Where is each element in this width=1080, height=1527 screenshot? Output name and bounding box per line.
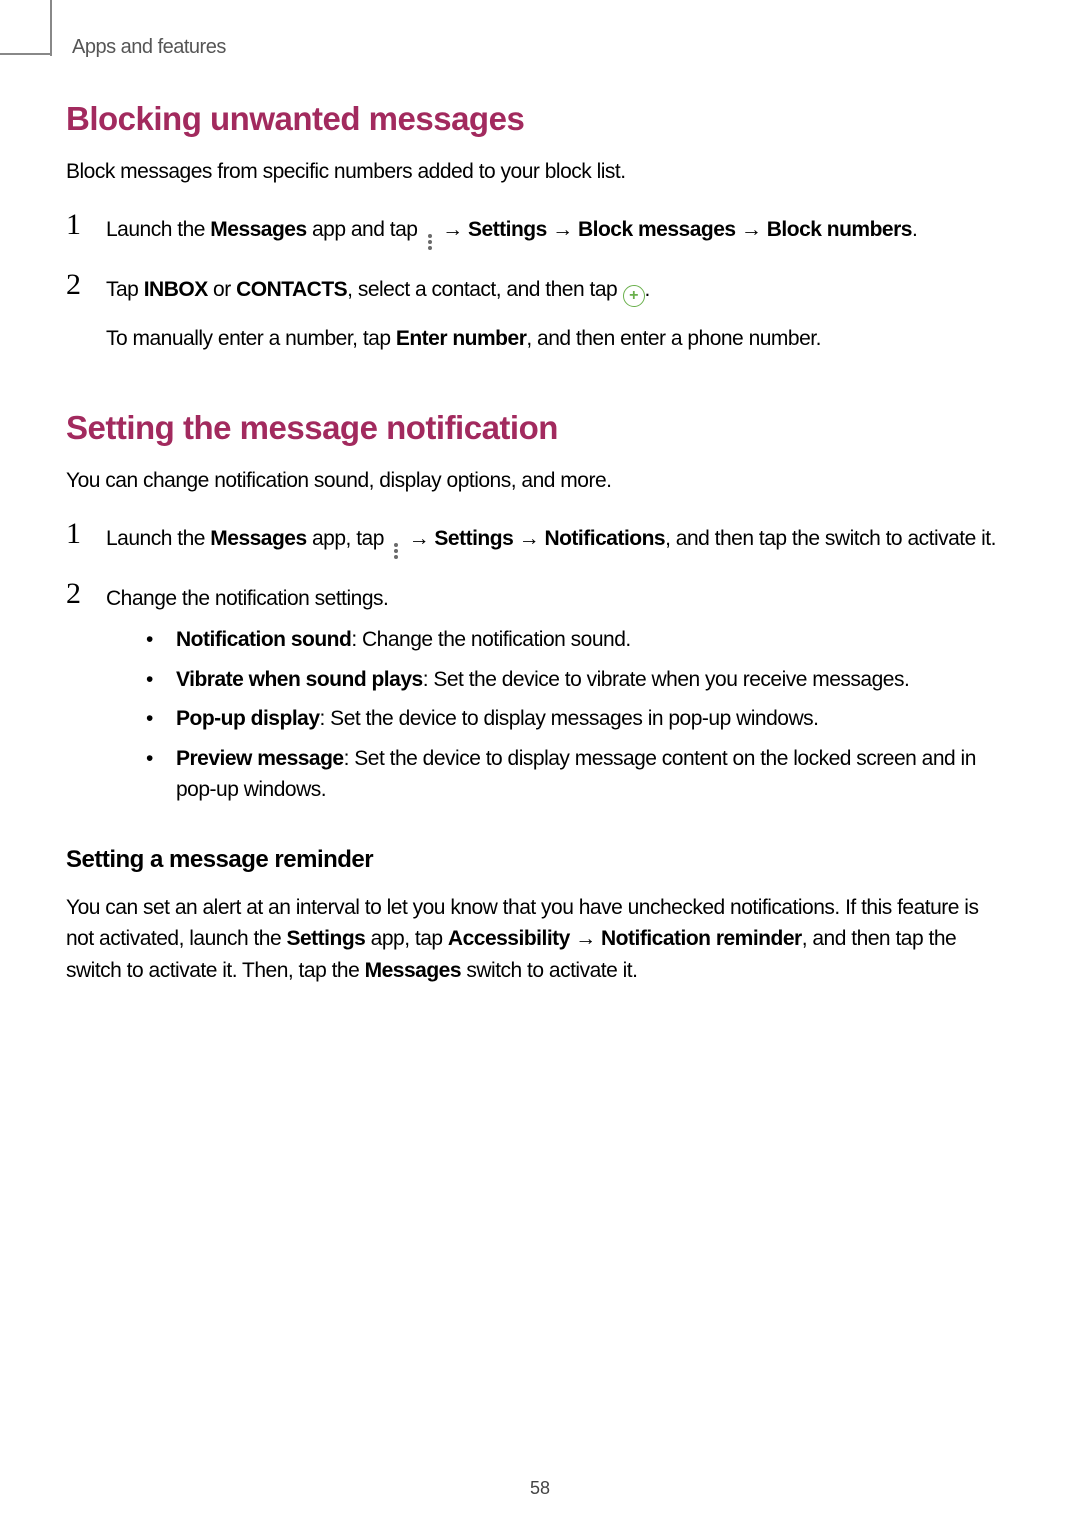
- bold-contacts: CONTACTS: [236, 278, 347, 301]
- bold-settings: Settings: [468, 218, 547, 241]
- bold-settings: Settings: [434, 527, 513, 550]
- section1-step2: 2 Tap INBOX or CONTACTS, select a contac…: [66, 270, 1011, 355]
- page-corner-mark-h: [0, 53, 50, 55]
- bold-settings: Settings: [287, 927, 366, 950]
- section1-intro: Block messages from specific numbers add…: [66, 160, 1011, 184]
- page-content: Blocking unwanted messages Block message…: [66, 100, 1011, 986]
- bullet-text: : Set the device to display messages in …: [320, 707, 819, 730]
- text: Tap: [106, 278, 144, 301]
- bullet-vibrate: •Vibrate when sound plays: Set the devic…: [146, 664, 1011, 696]
- arrow: →: [513, 527, 544, 550]
- bullet-bold: Vibrate when sound plays: [176, 668, 423, 691]
- page-corner-mark-v: [50, 0, 52, 56]
- step-body: Tap INBOX or CONTACTS, select a contact,…: [106, 270, 821, 355]
- bullet-text: : Change the notification sound.: [351, 628, 630, 651]
- more-icon: [391, 541, 401, 561]
- section2-step2: 2 Change the notification settings. •Not…: [66, 579, 1011, 814]
- breadcrumb: Apps and features: [72, 36, 226, 59]
- step-number: 1: [66, 210, 106, 252]
- step-body: Change the notification settings. •Notif…: [106, 579, 1011, 814]
- bullet-bold: Pop-up display: [176, 707, 320, 730]
- text: , and then tap the switch to activate it…: [665, 527, 996, 550]
- bullet-preview: •Preview message: Set the device to disp…: [146, 743, 1011, 806]
- bullet-bold: Preview message: [176, 747, 344, 770]
- bullet-dot: •: [146, 743, 176, 806]
- bold-block-messages: Block messages: [578, 218, 736, 241]
- subsection-heading: Setting a message reminder: [66, 846, 1011, 874]
- arrow: →: [570, 927, 601, 950]
- reminder-paragraph: You can set an alert at an interval to l…: [66, 892, 1011, 987]
- text: Launch the: [106, 527, 210, 550]
- bold-inbox: INBOX: [144, 278, 208, 301]
- arrow: →: [547, 218, 578, 241]
- bullet-dot: •: [146, 624, 176, 656]
- text: Change the notification settings.: [106, 587, 388, 610]
- bold-block-numbers: Block numbers: [767, 218, 912, 241]
- text: To manually enter a number, tap: [106, 327, 396, 350]
- step-subtext: To manually enter a number, tap Enter nu…: [106, 323, 821, 355]
- bold-messages: Messages: [210, 218, 306, 241]
- more-icon: [425, 232, 435, 252]
- bullet-popup: •Pop-up display: Set the device to displ…: [146, 703, 1011, 735]
- arrow: →: [403, 527, 434, 550]
- section1-step1: 1 Launch the Messages app and tap → Sett…: [66, 210, 1011, 252]
- bullet-dot: •: [146, 664, 176, 696]
- arrow: →: [437, 218, 468, 241]
- bold-notifications: Notifications: [544, 527, 665, 550]
- bullet-dot: •: [146, 703, 176, 735]
- text: , select a contact, and then tap: [347, 278, 622, 301]
- page-number: 58: [0, 1478, 1080, 1499]
- bold-messages: Messages: [210, 527, 306, 550]
- arrow: →: [736, 218, 767, 241]
- text: Launch the: [106, 218, 210, 241]
- text: or: [208, 278, 236, 301]
- text: app, tap: [365, 927, 448, 950]
- section2-title: Setting the message notification: [66, 409, 1011, 447]
- text: app and tap: [307, 218, 423, 241]
- bullet-bold: Notification sound: [176, 628, 351, 651]
- plus-icon: +: [623, 285, 645, 307]
- step-number: 2: [66, 579, 106, 814]
- text: switch to activate it.: [461, 959, 637, 982]
- step-body: Launch the Messages app and tap → Settin…: [106, 210, 917, 252]
- step-body: Launch the Messages app, tap → Settings …: [106, 519, 996, 561]
- step-number: 2: [66, 270, 106, 355]
- text: .: [645, 278, 650, 301]
- bold-notification-reminder: Notification reminder: [601, 927, 802, 950]
- bullet-text: : Set the device to vibrate when you rec…: [423, 668, 910, 691]
- section2-step1: 1 Launch the Messages app, tap → Setting…: [66, 519, 1011, 561]
- step-number: 1: [66, 519, 106, 561]
- text: .: [912, 218, 917, 241]
- text: app, tap: [307, 527, 390, 550]
- section2-intro: You can change notification sound, displ…: [66, 469, 1011, 493]
- notification-bullets: •Notification sound: Change the notifica…: [146, 624, 1011, 806]
- bold-accessibility: Accessibility: [448, 927, 570, 950]
- bold-enter-number: Enter number: [396, 327, 527, 350]
- section1-title: Blocking unwanted messages: [66, 100, 1011, 138]
- bullet-notification-sound: •Notification sound: Change the notifica…: [146, 624, 1011, 656]
- bold-messages: Messages: [365, 959, 461, 982]
- text: , and then enter a phone number.: [526, 327, 821, 350]
